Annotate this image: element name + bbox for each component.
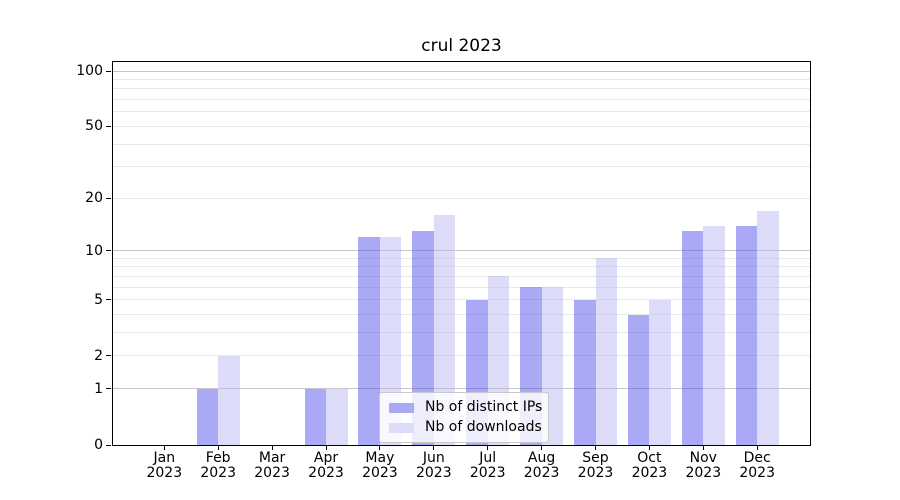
bar-downloads	[757, 210, 779, 445]
gridline-major	[113, 388, 810, 390]
bar-distinct-ips	[358, 237, 380, 445]
y-tick-label: 10	[85, 242, 103, 259]
x-tick-label: Sep 2023	[577, 450, 614, 481]
x-tick-label: Oct 2023	[631, 450, 668, 481]
gridline-minor	[113, 314, 810, 316]
x-tick-label: Aug 2023	[523, 450, 560, 481]
gridline-minor	[113, 299, 810, 301]
gridline-minor	[113, 355, 810, 357]
gridline-minor	[113, 332, 810, 334]
y-tick-label: 50	[85, 118, 103, 135]
gridline-minor	[113, 99, 810, 101]
legend-item-downloads: Nb of downloads	[389, 419, 542, 436]
legend-swatch-downloads	[389, 422, 414, 433]
legend-label-distinct-ips: Nb of distinct IPs	[425, 399, 543, 415]
bar-distinct-ips	[304, 388, 326, 445]
x-tick	[595, 446, 596, 450]
gridline-minor	[113, 78, 810, 80]
gridline-minor	[113, 275, 810, 277]
bar-distinct-ips	[681, 231, 704, 445]
x-tick	[217, 446, 219, 450]
legend: Nb of distinct IPs Nb of downloads	[379, 392, 549, 443]
y-tick	[106, 299, 111, 301]
chart-title: crul 2023	[421, 36, 502, 56]
x-tick	[756, 446, 758, 450]
bar-downloads	[595, 258, 617, 445]
gridline-minor	[113, 111, 810, 113]
y-tick-label: 1	[94, 380, 103, 397]
legend-item-distinct-ips: Nb of distinct IPs	[389, 399, 543, 416]
bar-distinct-ips	[627, 314, 650, 445]
x-tick-label: Jun 2023	[415, 450, 452, 481]
bar-distinct-ips	[196, 388, 219, 445]
bar-downloads	[649, 299, 671, 445]
x-tick	[325, 446, 327, 450]
y-tick-label: 0	[94, 437, 103, 453]
x-tick-label: Apr 2023	[308, 450, 344, 481]
x-tick	[163, 446, 165, 450]
gridline-minor	[113, 125, 810, 127]
y-tick	[106, 388, 111, 390]
x-tick	[487, 446, 489, 450]
x-tick	[379, 446, 381, 450]
x-tick-label: Mar 2023	[254, 450, 290, 481]
bar-distinct-ips	[412, 231, 434, 445]
gridline-minor	[113, 286, 810, 288]
y-tick	[106, 197, 111, 199]
y-tick	[106, 70, 111, 72]
gridline-major	[113, 70, 810, 72]
x-tick-label: May 2023	[362, 450, 398, 481]
bar-downloads	[218, 355, 240, 445]
gridline-major	[113, 250, 810, 252]
bar-downloads	[326, 388, 348, 445]
gridline-minor	[113, 257, 810, 259]
y-tick	[106, 355, 111, 357]
bar-distinct-ips	[574, 299, 596, 445]
x-tick-label: Jan 2023	[146, 450, 183, 481]
bar-downloads	[433, 215, 456, 445]
bar-distinct-ips	[735, 225, 758, 445]
x-tick-label: Nov 2023	[685, 450, 722, 481]
y-tick-label: 100	[76, 63, 103, 79]
x-tick	[648, 446, 650, 450]
plot-area	[112, 61, 811, 446]
y-tick	[106, 444, 111, 446]
bar-downloads	[703, 225, 725, 445]
y-tick	[106, 250, 111, 252]
gridline-minor	[113, 197, 810, 199]
gridline-minor	[113, 166, 810, 168]
legend-swatch-distinct-ips	[389, 402, 414, 413]
legend-label-downloads: Nb of downloads	[425, 419, 542, 435]
x-tick	[271, 446, 273, 450]
y-tick-label: 2	[94, 347, 103, 364]
x-tick	[702, 446, 704, 450]
gridline-minor	[113, 88, 810, 90]
gridline-minor	[113, 143, 810, 145]
gridline-minor	[113, 266, 810, 268]
y-tick-label: 20	[85, 190, 103, 207]
y-tick	[106, 125, 111, 127]
y-tick-label: 5	[94, 291, 103, 308]
x-tick-label: Jul 2023	[469, 450, 506, 481]
x-tick	[433, 446, 435, 450]
x-tick-label: Feb 2023	[200, 450, 236, 481]
x-tick-label: Dec 2023	[739, 450, 775, 481]
x-tick	[541, 446, 543, 450]
